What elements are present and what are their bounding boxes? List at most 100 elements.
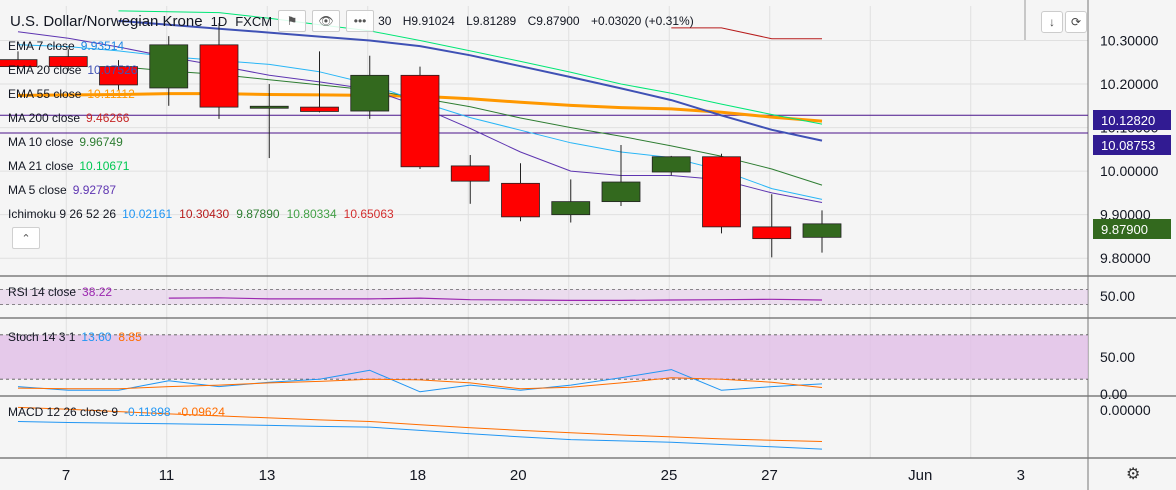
date-tick-label: 27 [761,467,778,484]
stoch-band-fill [0,334,1088,380]
eye-icon[interactable]: 👁 [312,10,341,32]
gear-icon[interactable]: ⚙ [1126,466,1141,483]
legend-label: EMA 7 close [8,39,75,53]
legend-ma5[interactable]: MA 5 close 9.92787 [8,183,116,197]
candle-body [400,74,440,168]
rsi-line [168,297,823,301]
candle-body [551,201,591,216]
legend-ma200[interactable]: MA 200 close 9.46266 [8,111,129,125]
legend-ema7[interactable]: EMA 7 close 9.93514 [8,39,124,53]
collapse-legend-chevron-up-icon[interactable]: ⌃ [12,227,40,249]
macd-signal-line [17,406,823,442]
high-value: H9.91024 [402,14,455,28]
grid-lines [0,6,1088,458]
close-value: C9.87900 [527,14,580,28]
price-tick-label: 10.20000 [1100,76,1159,92]
candle-body [802,223,842,238]
overlay-ema-20-line [118,19,823,142]
ichimoku-lagging: 9.87890 [236,207,280,221]
more-icon[interactable]: ••• [346,10,375,32]
date-tick-label: 20 [510,467,527,484]
legend-ema55[interactable]: EMA 55 close 10.11112 [8,87,135,101]
candle-body [48,56,88,68]
candle-body [601,181,641,203]
price-tick-label: 10.00000 [1100,163,1159,179]
legend-ichimoku[interactable]: Ichimoku 9 26 52 26 10.02161 10.30430 9.878… [8,207,394,221]
stoch-k-line [17,369,823,393]
price-tick-label: 10.30000 [1100,32,1159,48]
flag-icon[interactable]: ⚑ [278,10,307,32]
candle-body [249,105,289,109]
candle-body [702,156,741,228]
legend-label: MA 21 close [8,159,74,173]
ichimoku-lead-a: 10.80334 [286,207,337,221]
stoch-k-value: 13.60 [81,330,112,344]
legend-stoch[interactable]: Stoch 14 3 1 13.60 8.85 [8,330,142,344]
legend-label: EMA 20 close [8,63,82,77]
overlay-ma-21-line [118,10,823,125]
legend-value: 9.46266 [86,111,130,125]
legend-macd[interactable]: MACD 12 26 close 9 -0.11898 -0.09624 [8,405,225,419]
legend-value: 9.93514 [80,39,125,53]
legend-label: Ichimoku 9 26 52 26 [8,207,117,221]
legend-label: MA 10 close [8,135,74,149]
price-tick-label: 9.90000 [1100,207,1151,223]
legend-label: RSI 14 close [8,285,77,299]
rsi-tick-label: 50.00 [1100,288,1135,304]
candle-body [752,226,792,240]
stoch-d-line [17,377,823,390]
date-tick-label: Jun [908,467,932,484]
macd-tick-label: 0.00000 [1100,402,1151,418]
ohlc-values: 30 H9.91024 L9.81289 C9.87900 +0.03020 (… [378,14,702,28]
legend-label: MA 200 close [8,111,81,125]
chart-header: U.S. Dollar/Norwegian Krone 1D FXCM ⚑ 👁 … [0,8,702,34]
date-tick-label: 7 [62,467,70,484]
legend-value: 10.11112 [87,87,135,101]
legend-value: 38.22 [82,285,113,299]
stoch-d-value: 8.85 [118,330,142,344]
legend-ema20[interactable]: EMA 20 close 10.07526 [8,63,137,77]
legend-value: 9.96749 [79,135,123,149]
stoch-tick-label: 0.00 [1100,386,1127,402]
signal-value: -0.09624 [177,405,225,419]
timeframe[interactable]: 1D [210,13,228,29]
legend-label: MACD 12 26 close 9 [8,405,119,419]
legend-rsi[interactable]: RSI 14 close 38.22 [8,285,112,299]
symbol-title[interactable]: U.S. Dollar/Norwegian Krone [10,12,203,30]
legend-ma10[interactable]: MA 10 close 9.96749 [8,135,123,149]
candle-body [501,182,540,218]
candle-body [199,44,239,108]
date-tick-label: 18 [409,467,426,484]
candle-body [149,44,189,89]
change-value: +0.03020 (+0.31%) [590,14,694,28]
candle-body [300,106,339,112]
stoch-tick-label: 50.00 [1100,349,1135,365]
ichimoku-conversion: 10.02161 [122,207,173,221]
legend-value: 9.92787 [72,183,117,197]
date-tick-label: 3 [1017,467,1025,484]
candle-body [350,74,390,112]
arrow-down-icon[interactable]: ↓ [1041,11,1063,33]
candles [0,23,842,258]
price-badge-line-1: 10.12820 [1093,110,1171,130]
refresh-icon[interactable]: ⟳ [1065,11,1087,33]
legend-value: 10.10671 [79,159,130,173]
legend-ma21[interactable]: MA 21 close 10.10671 [8,159,129,173]
candle-body [0,59,38,68]
price-tick-label: 9.80000 [1100,250,1151,266]
candle-body [651,156,691,173]
overlay-ichimoku-kijun-line [671,27,822,40]
low-value: L9.81289 [466,14,517,28]
open-value-clipped: 30 [378,14,392,28]
rsi-band-fill [0,289,1088,305]
ichimoku-base: 10.30430 [179,207,230,221]
candle-body [450,165,490,182]
ichimoku-lead-b: 10.65063 [343,207,394,221]
legend-label: MA 5 close [8,183,67,197]
overlay-ema-55-line [17,92,823,123]
candle-body [99,66,138,86]
data-source: FXCM [235,13,273,29]
macd-line [17,421,823,450]
date-tick-label: 13 [259,467,276,484]
